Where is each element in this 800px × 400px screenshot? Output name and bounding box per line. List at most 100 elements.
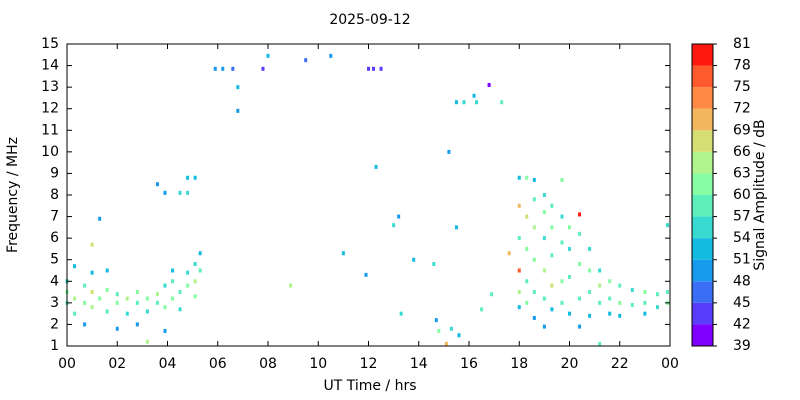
data-point [630, 303, 634, 308]
data-point [83, 283, 87, 288]
data-point [568, 311, 571, 316]
data-point [73, 311, 77, 316]
data-point [542, 324, 546, 329]
data-point [115, 292, 119, 297]
data-point [432, 262, 436, 267]
data-point [517, 175, 521, 180]
colorbar-band [692, 216, 713, 239]
data-point [163, 305, 167, 310]
y-tick-label: 3 [50, 295, 59, 311]
data-point [578, 324, 582, 329]
data-point [90, 290, 94, 295]
data-point [145, 296, 149, 301]
colorbar-tick-label: 63 [733, 165, 751, 181]
data-point [135, 290, 139, 295]
data-point [434, 318, 438, 323]
data-point [643, 311, 647, 316]
y-tick-label: 10 [41, 144, 59, 160]
data-point [145, 309, 149, 314]
colorbar-tick-label: 45 [733, 295, 751, 311]
colorbar-tick-label: 60 [733, 187, 751, 203]
data-point [578, 212, 582, 217]
data-point [517, 290, 521, 295]
x-tick-label: 08 [259, 356, 277, 372]
data-point [462, 100, 466, 105]
colorbar-band [692, 259, 713, 282]
colorbar-tick-label: 51 [733, 252, 751, 268]
colorbar-band [692, 65, 713, 88]
colorbar-band [692, 151, 713, 174]
data-point [125, 296, 129, 301]
data-point [517, 203, 521, 208]
colorbar-tick-label: 39 [733, 338, 751, 354]
data-point [447, 149, 451, 154]
data-point [90, 305, 94, 310]
x-tick-label: 22 [611, 356, 629, 372]
data-point [517, 268, 521, 273]
data-point [193, 279, 197, 284]
data-point [135, 300, 139, 305]
y-tick-label: 6 [50, 230, 59, 246]
data-point [643, 290, 647, 295]
data-point [155, 292, 159, 297]
data-point [289, 283, 293, 288]
data-point [115, 300, 119, 305]
colorbar-tick-label: 66 [733, 144, 751, 160]
plot-frame [66, 43, 671, 347]
data-point [578, 262, 582, 267]
data-point [231, 66, 235, 71]
data-point [83, 322, 87, 327]
data-point [236, 85, 240, 90]
data-point [532, 177, 536, 182]
data-point [608, 279, 612, 284]
data-point [437, 328, 441, 333]
data-point [542, 296, 546, 301]
data-point [560, 300, 564, 305]
data-point [487, 82, 491, 87]
y-tick-label: 9 [50, 165, 59, 181]
data-point [304, 58, 308, 63]
data-point [618, 283, 622, 288]
data-point [198, 268, 202, 273]
data-point [329, 53, 333, 58]
data-point [532, 225, 536, 230]
data-point [171, 296, 175, 301]
x-tick-label: 10 [309, 356, 327, 372]
colorbar-band [692, 238, 713, 260]
data-point [364, 272, 368, 277]
data-point [588, 246, 592, 251]
data-point [198, 251, 202, 256]
data-point [98, 216, 102, 221]
data-point [532, 257, 536, 262]
data-point [186, 283, 190, 288]
x-tick-label: 18 [510, 356, 528, 372]
colorbar-label: Signal Amplitude / dB [752, 119, 768, 270]
data-point [171, 268, 175, 273]
x-tick-label: 12 [360, 356, 378, 372]
data-point [163, 328, 167, 333]
data-point [90, 242, 94, 247]
data-point [550, 253, 554, 258]
data-point [578, 296, 582, 301]
x-tick-label: 14 [410, 356, 428, 372]
data-point [236, 108, 240, 113]
x-tick-label: 00 [58, 356, 76, 372]
data-point [655, 292, 659, 297]
data-point [90, 270, 94, 275]
data-point [525, 214, 529, 219]
data-point [392, 223, 396, 228]
data-point [98, 296, 102, 301]
data-point [598, 341, 602, 346]
colorbar-band [692, 324, 713, 346]
data-point [399, 311, 403, 316]
data-point [457, 333, 461, 338]
y-tick-label: 14 [41, 58, 59, 74]
colorbar-tick-label: 75 [733, 79, 751, 95]
data-point [178, 307, 182, 312]
data-point [397, 214, 401, 219]
data-point [73, 264, 77, 269]
data-point [341, 251, 345, 256]
data-point [105, 287, 109, 292]
data-point [578, 231, 582, 236]
data-point [560, 177, 564, 182]
